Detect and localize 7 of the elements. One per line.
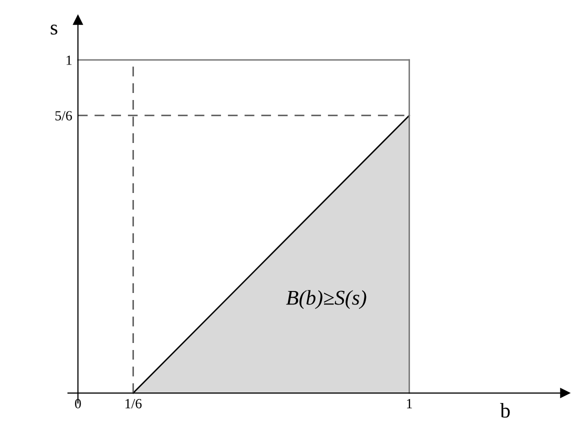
x-axis-title: b bbox=[500, 403, 510, 418]
x-tick-label: 1 bbox=[407, 399, 412, 408]
x-tick-label: 1/6 bbox=[126, 399, 142, 408]
x-tick-label: 0 bbox=[74, 398, 81, 408]
y-tick-label: 5/6 bbox=[55, 111, 72, 120]
y-axis-title: s bbox=[50, 24, 58, 35]
annotation: B(b)≥S(s) bbox=[286, 290, 366, 310]
